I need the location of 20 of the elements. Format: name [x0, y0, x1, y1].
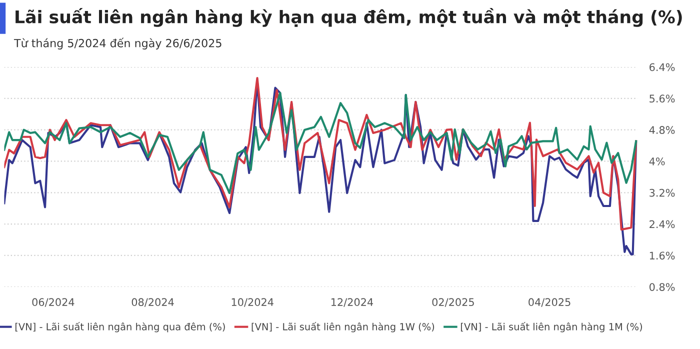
y-tick-label: 6.4% — [650, 63, 675, 72]
y-tick-label: 3.2% — [650, 188, 675, 197]
x-tick-label: 02/2025 — [432, 298, 474, 307]
y-tick-label: 1.6% — [650, 252, 675, 260]
legend-label: [VN] - Lãi suất liên ngân hàng 1W (%) — [252, 322, 434, 332]
legend-label: [VN] - Lãi suất liên ngân hàng 1M (%) — [461, 322, 642, 332]
legend-label: [VN] - Lãi suất liên ngân hàng qua đêm (%) — [15, 322, 225, 332]
line-series — [4, 92, 638, 194]
x-tick-label: 12/2024 — [331, 298, 374, 307]
x-tick-label: 10/2024 — [232, 298, 274, 307]
y-tick-label: 4% — [649, 157, 665, 166]
y-tick-label: 0.8% — [650, 283, 675, 291]
x-tick-label: 08/2024 — [132, 298, 174, 307]
chart-title: Lãi suất liên ngân hàng kỳ hạn qua đêm, một tuần và một tháng (%) — [16, 8, 682, 27]
x-tick-label: 04/2025 — [528, 298, 570, 307]
y-tick-label: 5.6% — [650, 94, 675, 103]
y-tick-label: 2.4% — [650, 220, 675, 228]
y-tick-label: 4.8% — [649, 126, 675, 134]
x-tick-label: 06/2024 — [32, 298, 74, 307]
chart-subtitle: Từ tháng 5/2024 đến ngày 26/6/2025 — [14, 38, 222, 50]
